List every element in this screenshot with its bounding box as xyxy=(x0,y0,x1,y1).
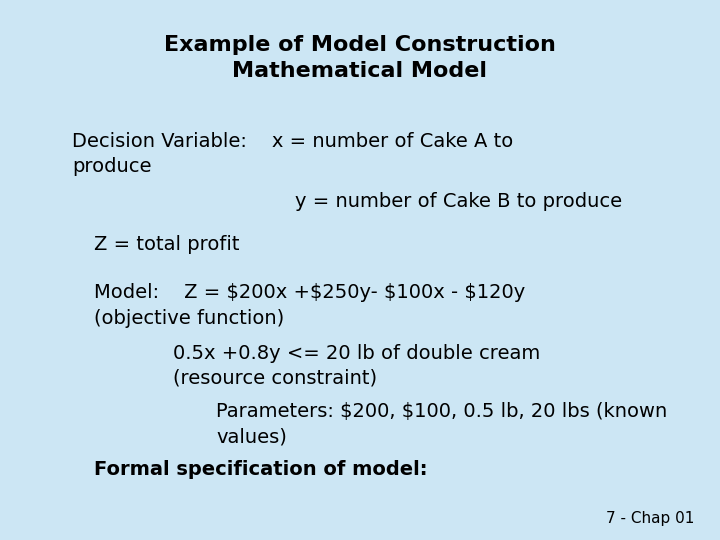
Text: Parameters: \$200, \$100, 0.5 lb, 20 lbs (known
values): Parameters: \$200, \$100, 0.5 lb, 20 lbs… xyxy=(216,402,667,446)
Text: 0.5x +0.8y <= 20 lb of double cream
(resource constraint): 0.5x +0.8y <= 20 lb of double cream (res… xyxy=(173,344,540,388)
Text: y = number of Cake B to produce: y = number of Cake B to produce xyxy=(295,192,622,211)
Text: Z = total profit: Z = total profit xyxy=(94,235,239,254)
Text: Decision Variable:    x = number of Cake A to
produce: Decision Variable: x = number of Cake A … xyxy=(72,132,513,176)
Text: Model:    Z = \$200x +\$250y- \$100x - \$120y
(objective function): Model: Z = \$200x +\$250y- \$100x - \$12… xyxy=(94,284,525,327)
Text: Example of Model Construction
Mathematical Model: Example of Model Construction Mathematic… xyxy=(164,35,556,80)
Text: Formal specification of model:: Formal specification of model: xyxy=(94,460,427,479)
Text: 7 - Chap 01: 7 - Chap 01 xyxy=(606,511,695,526)
